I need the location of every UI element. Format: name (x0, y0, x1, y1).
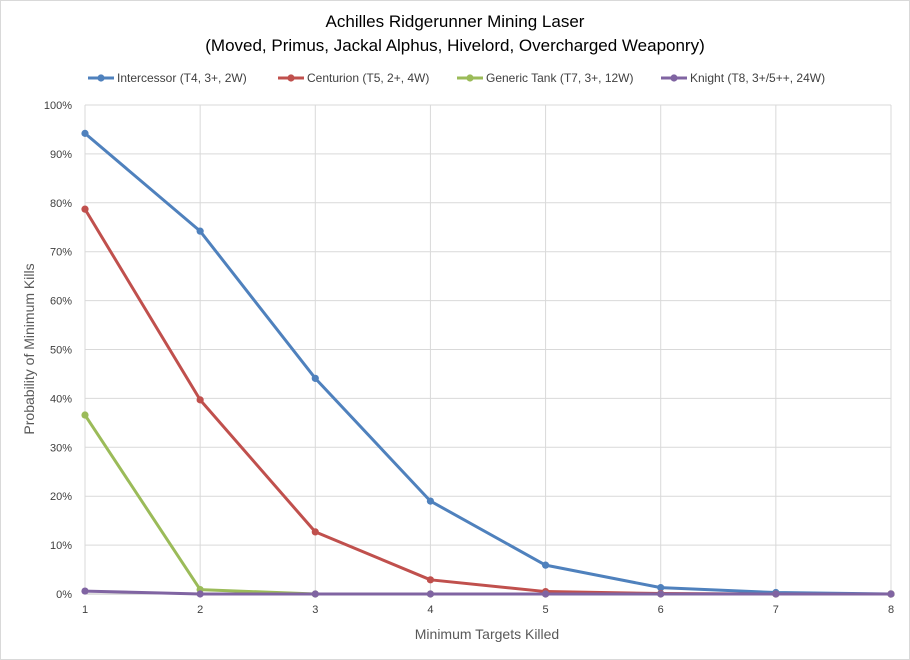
y-tick-label: 0% (56, 589, 72, 601)
legend-label: Generic Tank (T7, 3+, 12W) (486, 71, 634, 85)
series-group (81, 129, 895, 598)
legend-label: Intercessor (T4, 3+, 2W) (117, 71, 247, 85)
data-point (657, 584, 665, 592)
legend-label: Knight (T8, 3+/5++, 24W) (690, 71, 825, 85)
y-tick-label: 90% (50, 149, 72, 161)
y-axis-label: Probability of Minimum Kills (21, 263, 37, 434)
chart-legend: Intercessor (T4, 3+, 2W) Centurion (T5, 2… (88, 71, 825, 85)
legend-swatch-marker (670, 74, 678, 82)
data-point (196, 590, 204, 598)
data-point (81, 205, 89, 213)
legend-swatch-marker (287, 74, 295, 82)
series-line (83, 589, 893, 596)
data-point (541, 590, 550, 598)
x-tick-label: 4 (427, 604, 433, 616)
data-point (311, 528, 319, 536)
data-point (81, 411, 89, 419)
x-tick-label: 6 (658, 604, 664, 616)
y-tick-label: 50% (50, 345, 72, 357)
y-tick-label: 30% (50, 442, 72, 454)
y-tick-label: 70% (50, 247, 72, 259)
legend-item-3: Generic Tank (T7, 3+, 12W) (457, 71, 634, 85)
y-tick-label: 80% (50, 198, 72, 210)
data-point (426, 497, 435, 505)
x-tick-label: 7 (773, 604, 779, 616)
y-tick-label: 40% (50, 393, 72, 405)
x-tick-label: 2 (197, 604, 203, 616)
x-tick-label: 3 (312, 604, 318, 616)
chart-subtitle: (Moved, Primus, Jackal Alphus, Hivelord,… (205, 36, 705, 55)
y-tick-label: 100% (44, 100, 72, 112)
data-point (81, 587, 89, 595)
legend-item-2: Centurion (T5, 2+, 4W) (278, 71, 429, 85)
x-tick-label: 1 (82, 604, 88, 616)
data-point (772, 590, 780, 598)
data-point (426, 590, 435, 598)
y-tick-label: 20% (50, 491, 72, 503)
legend-label: Centurion (T5, 2+, 4W) (307, 71, 429, 85)
data-point (311, 374, 319, 382)
y-tick-label: 10% (50, 540, 72, 552)
chart-title: Achilles Ridgerunner Mining Laser (326, 12, 585, 31)
data-point (81, 129, 89, 137)
data-point (657, 590, 665, 598)
data-point (196, 396, 204, 404)
legend-item-1: Intercessor (T4, 3+, 2W) (88, 71, 247, 85)
data-point (196, 227, 204, 235)
legend-swatch-marker (466, 74, 474, 82)
y-tick-label: 60% (50, 296, 72, 308)
series-line (83, 131, 893, 596)
x-tick-label: 8 (888, 604, 894, 616)
x-axis-ticks: 1 2 3 4 5 6 7 8 (82, 604, 894, 616)
legend-item-4: Knight (T8, 3+/5++, 24W) (661, 71, 825, 85)
data-point (541, 561, 550, 569)
x-tick-label: 5 (543, 604, 549, 616)
y-axis-ticks: 0% 10% 20% 30% 40% 50% 60% 70% 80% 90% 100% (44, 100, 72, 601)
data-point (887, 590, 895, 598)
series-4 (81, 587, 895, 598)
legend-swatch-marker (97, 74, 105, 82)
data-point (426, 576, 435, 584)
data-point (311, 590, 319, 598)
x-axis-label: Minimum Targets Killed (415, 626, 559, 642)
